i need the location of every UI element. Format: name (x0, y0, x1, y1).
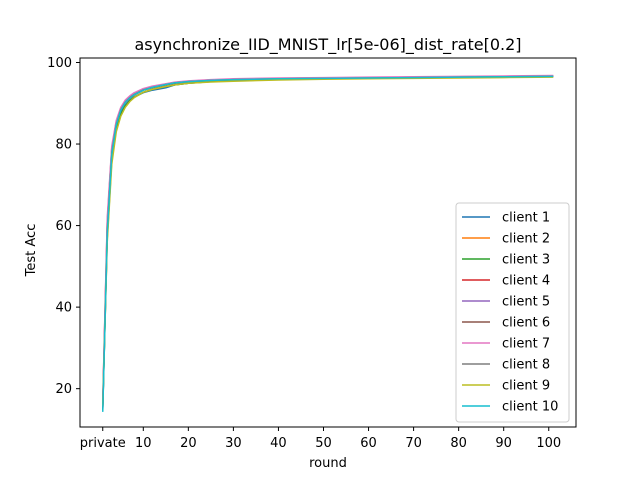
legend-box (455, 202, 570, 423)
x-axis-label: round (309, 456, 347, 471)
y-tick-label: 100 (47, 56, 72, 71)
x-tick-label: 80 (450, 436, 467, 451)
x-tick-label: 20 (180, 436, 197, 451)
series-line-client-10 (102, 75, 554, 412)
legend: client 1 client 2 client 3 client 4 client 5… (455, 202, 570, 423)
legend-label-client-5: client 5 (502, 295, 550, 310)
x-tick-label: 50 (315, 436, 332, 451)
x-tick-label: 100 (536, 436, 561, 451)
legend-label-client-10: client 10 (502, 400, 558, 415)
legend-label-client-6: client 6 (502, 316, 550, 331)
x-axis-ticks: private 10 20 30 40 50 60 70 80 90 100 (80, 427, 561, 451)
x-tick-label: 30 (225, 436, 242, 451)
y-tick-label: 20 (55, 382, 72, 397)
series-line-client-7 (102, 74, 554, 402)
legend-label-client-8: client 8 (502, 358, 550, 373)
x-tick-label: 10 (135, 436, 152, 451)
legend-label-client-3: client 3 (502, 253, 550, 268)
x-tick-label: 70 (405, 436, 422, 451)
x-tick-label: 60 (360, 436, 377, 451)
y-tick-label: 80 (55, 138, 72, 153)
y-axis-ticks: 20 40 60 80 100 (47, 56, 80, 397)
legend-label-client-9: client 9 (502, 379, 550, 394)
legend-label-client-4: client 4 (502, 274, 550, 289)
legend-label-client-7: client 7 (502, 337, 550, 352)
y-tick-label: 60 (55, 219, 72, 234)
x-tick-label: 40 (270, 436, 287, 451)
x-tick-label: private (80, 436, 126, 451)
legend-label-client-2: client 2 (502, 232, 550, 247)
plot-frame (79, 57, 577, 428)
series-lines (102, 74, 554, 412)
chart-title: asynchronize_IID_MNIST_lr[5e-06]_dist_ra… (134, 35, 521, 55)
y-axis-label: Test Acc (24, 224, 39, 278)
series-line-client-9 (102, 76, 554, 406)
legend-label-client-1: client 1 (502, 211, 550, 226)
x-tick-label: 90 (495, 436, 512, 451)
y-tick-label: 40 (55, 301, 72, 316)
